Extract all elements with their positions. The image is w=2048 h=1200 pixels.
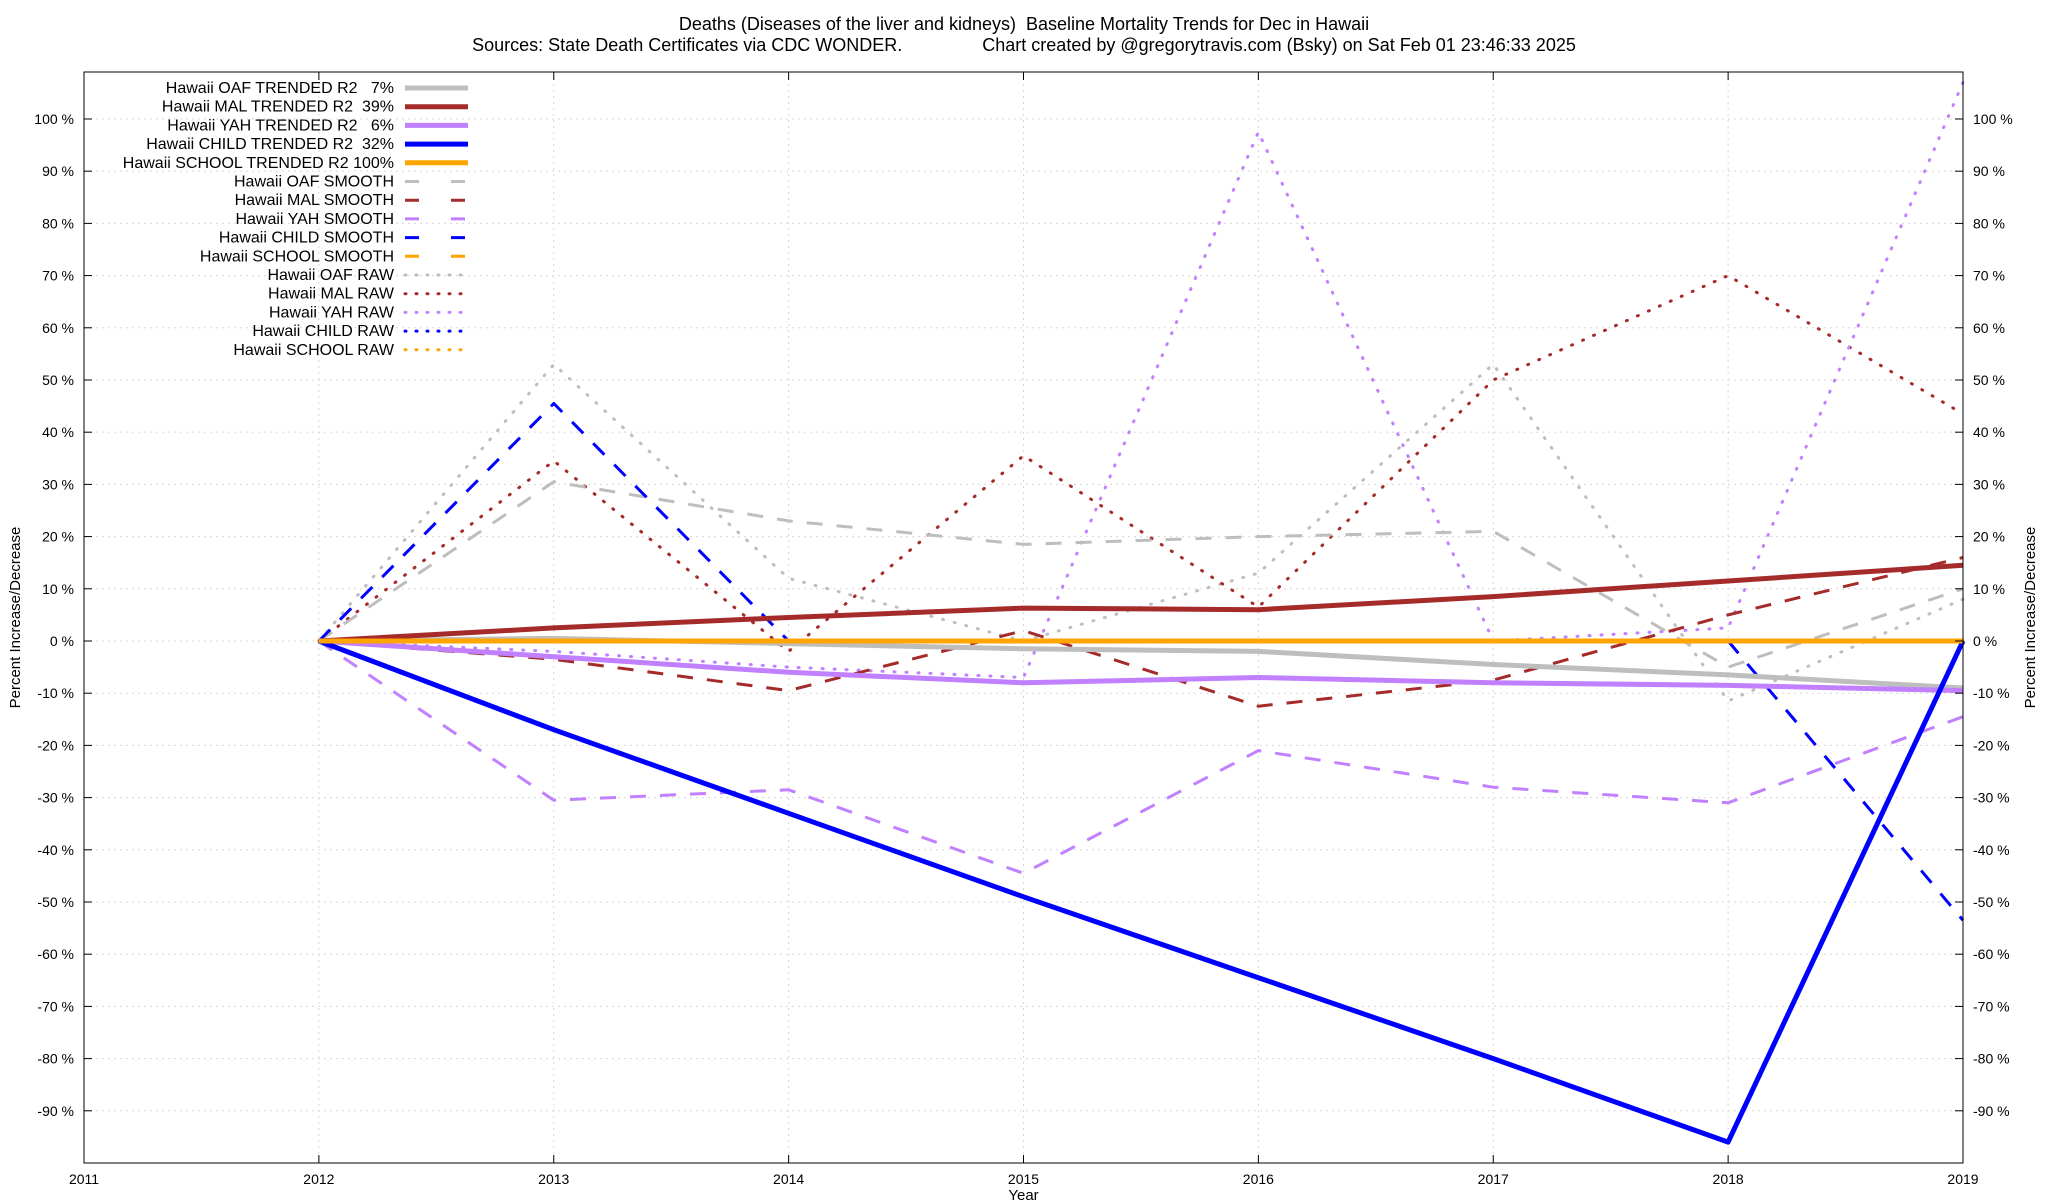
y-tick-label-left: -10 %: [37, 685, 74, 701]
y-tick-label-left: -80 %: [37, 1051, 74, 1067]
legend-item-hawaii-child-raw: Hawaii CHILD RAW: [252, 323, 470, 340]
legend-item-hawaii-yah-trended-r2-6: Hawaii YAH TRENDED R2 6%: [167, 117, 468, 134]
y-tick-label-right: 10 %: [1973, 581, 2005, 597]
y-tick-label-left: -40 %: [37, 842, 74, 858]
legend-item-hawaii-school-raw: Hawaii SCHOOL RAW: [233, 342, 470, 359]
x-tick-label: 2014: [773, 1171, 804, 1187]
series-hawaii-child-trended-r2-32-line: [318, 638, 1966, 1145]
legend-label: Hawaii MAL SMOOTH: [235, 192, 394, 209]
legend-item-hawaii-mal-smooth: Hawaii MAL SMOOTH: [235, 192, 468, 209]
chart-title: Deaths (Diseases of the liver and kidney…: [678, 14, 1370, 34]
x-tick-label: 2013: [538, 1171, 569, 1187]
grid-lines: [84, 72, 1963, 1163]
x-tick-label: 2016: [1243, 1171, 1274, 1187]
legend-label: Hawaii YAH RAW: [269, 304, 395, 321]
legend-item-hawaii-oaf-trended-r2-7: Hawaii OAF TRENDED R2 7%: [166, 80, 468, 97]
y-tick-label-right: -30 %: [1973, 790, 2010, 806]
legend-item-hawaii-yah-smooth: Hawaii YAH SMOOTH: [235, 211, 468, 228]
y-tick-label-left: 10 %: [42, 581, 74, 597]
y-tick-label-left: 70 %: [42, 268, 74, 284]
legend-label: Hawaii YAH SMOOTH: [235, 211, 394, 228]
legend-item-hawaii-mal-raw: Hawaii MAL RAW: [268, 286, 470, 303]
y-tick-label-left: 100 %: [34, 111, 74, 127]
legend-item-hawaii-school-trended-r2-100: Hawaii SCHOOL TRENDED R2 100%: [123, 155, 468, 172]
series-hawaii-oaf-smooth-line: [318, 480, 1964, 669]
series-hawaii-mal-smooth-line: [318, 556, 1964, 708]
x-tick-label: 2019: [1947, 1171, 1978, 1187]
legend-label: Hawaii SCHOOL SMOOTH: [200, 248, 394, 265]
x-axis-label: Year: [1008, 1187, 1038, 1200]
legend-item-hawaii-mal-trended-r2-39: Hawaii MAL TRENDED R2 39%: [162, 99, 468, 116]
y-tick-label-right: 80 %: [1973, 215, 2005, 231]
chart-subtitle: Sources: State Death Certificates via CD…: [472, 35, 1576, 55]
y-tick-label-left: 90 %: [42, 163, 74, 179]
legend-item-hawaii-yah-raw: Hawaii YAH RAW: [269, 304, 470, 321]
legend-label: Hawaii YAH TRENDED R2 6%: [167, 117, 394, 134]
legend: Hawaii OAF TRENDED R2 7% Hawaii MAL TREND…: [123, 80, 470, 359]
y-tick-label-left: -90 %: [37, 1103, 74, 1119]
legend-item-hawaii-school-smooth: Hawaii SCHOOL SMOOTH: [200, 248, 468, 265]
series-hawaii-child-smooth-line: [317, 402, 790, 643]
y-tick-label-right: 30 %: [1973, 476, 2005, 492]
y-tick-label-right: 60 %: [1973, 320, 2005, 336]
y-tick-label-left: 50 %: [42, 372, 74, 388]
y-tick-label-left: 20 %: [42, 529, 74, 545]
y-tick-label-right: -70 %: [1973, 998, 2010, 1014]
series-lines: [317, 80, 1966, 1145]
y-axis-label: Percent Increase/Decrease: [7, 527, 24, 709]
y-tick-label-left: 80 %: [42, 215, 74, 231]
legend-label: Hawaii MAL RAW: [268, 286, 395, 303]
y-tick-label-left: 0 %: [50, 633, 74, 649]
y-tick-label-right: 50 %: [1973, 372, 2005, 388]
y-tick-label-left: -70 %: [37, 998, 74, 1014]
legend-label: Hawaii OAF RAW: [267, 267, 394, 284]
series-hawaii-mal-trended-r2-39-line: [318, 562, 1964, 644]
y-tick-label-right: 90 %: [1973, 163, 2005, 179]
legend-label: Hawaii SCHOOL TRENDED R2 100%: [123, 155, 394, 172]
x-tick-label: 2011: [69, 1171, 99, 1187]
y-tick-label-right: -20 %: [1973, 737, 2010, 753]
legend-label: Hawaii SCHOOL RAW: [233, 342, 395, 359]
y-tick-label-right: -60 %: [1973, 946, 2010, 962]
legend-item-hawaii-child-trended-r2-32: Hawaii CHILD TRENDED R2 32%: [146, 136, 468, 153]
legend-label: Hawaii OAF TRENDED R2 7%: [166, 80, 394, 97]
legend-item-hawaii-oaf-smooth: Hawaii OAF SMOOTH: [234, 174, 468, 191]
y-tick-label-right: -90 %: [1973, 1103, 2010, 1119]
y-tick-label-right: -50 %: [1973, 894, 2010, 910]
series-hawaii-yah-trended-r2-6-line: [318, 638, 1964, 694]
x-tick-label: 2017: [1478, 1171, 1509, 1187]
legend-label: Hawaii MAL TRENDED R2 39%: [162, 99, 394, 116]
y-tick-label-left: 40 %: [42, 424, 74, 440]
y-tick-label-left: 60 %: [42, 320, 74, 336]
y-tick-label-left: -30 %: [37, 790, 74, 806]
legend-item-hawaii-child-smooth: Hawaii CHILD SMOOTH: [219, 230, 468, 247]
y-tick-label-right: 0 %: [1973, 633, 1997, 649]
legend-label: Hawaii CHILD TRENDED R2 32%: [146, 136, 394, 153]
legend-label: Hawaii CHILD RAW: [252, 323, 395, 340]
series-hawaii-mal-raw-line: [317, 274, 1965, 653]
y-tick-label-right: -40 %: [1973, 842, 2010, 858]
series-hawaii-yah-smooth-line: [318, 639, 1964, 875]
y-tick-label-right: -80 %: [1973, 1051, 2010, 1067]
legend-label: Hawaii OAF SMOOTH: [234, 174, 394, 191]
axis-ticks: 2011 2012 2013 2014 2015 2016 2017 2018 2019 -90 …: [34, 72, 2013, 1187]
y-tick-label-right: -10 %: [1973, 685, 2010, 701]
y-tick-label-right: 20 %: [1973, 529, 2005, 545]
y-tick-label-right: 70 %: [1973, 268, 2005, 284]
y2-axis-label: Percent Increase/Decrease: [2022, 527, 2039, 709]
legend-label: Hawaii CHILD SMOOTH: [219, 230, 394, 247]
y-tick-label-left: -50 %: [37, 894, 74, 910]
y-tick-label-right: 40 %: [1973, 424, 2005, 440]
x-tick-label: 2012: [303, 1171, 334, 1187]
x-tick-label: 2015: [1008, 1171, 1039, 1187]
legend-item-hawaii-oaf-raw: Hawaii OAF RAW: [267, 267, 470, 284]
x-tick-label: 2018: [1713, 1171, 1744, 1187]
y-tick-label-left: 30 %: [42, 476, 74, 492]
y-tick-label-right: 100 %: [1973, 111, 2013, 127]
y-tick-label-left: -60 %: [37, 946, 74, 962]
y-tick-label-left: -20 %: [37, 737, 74, 753]
